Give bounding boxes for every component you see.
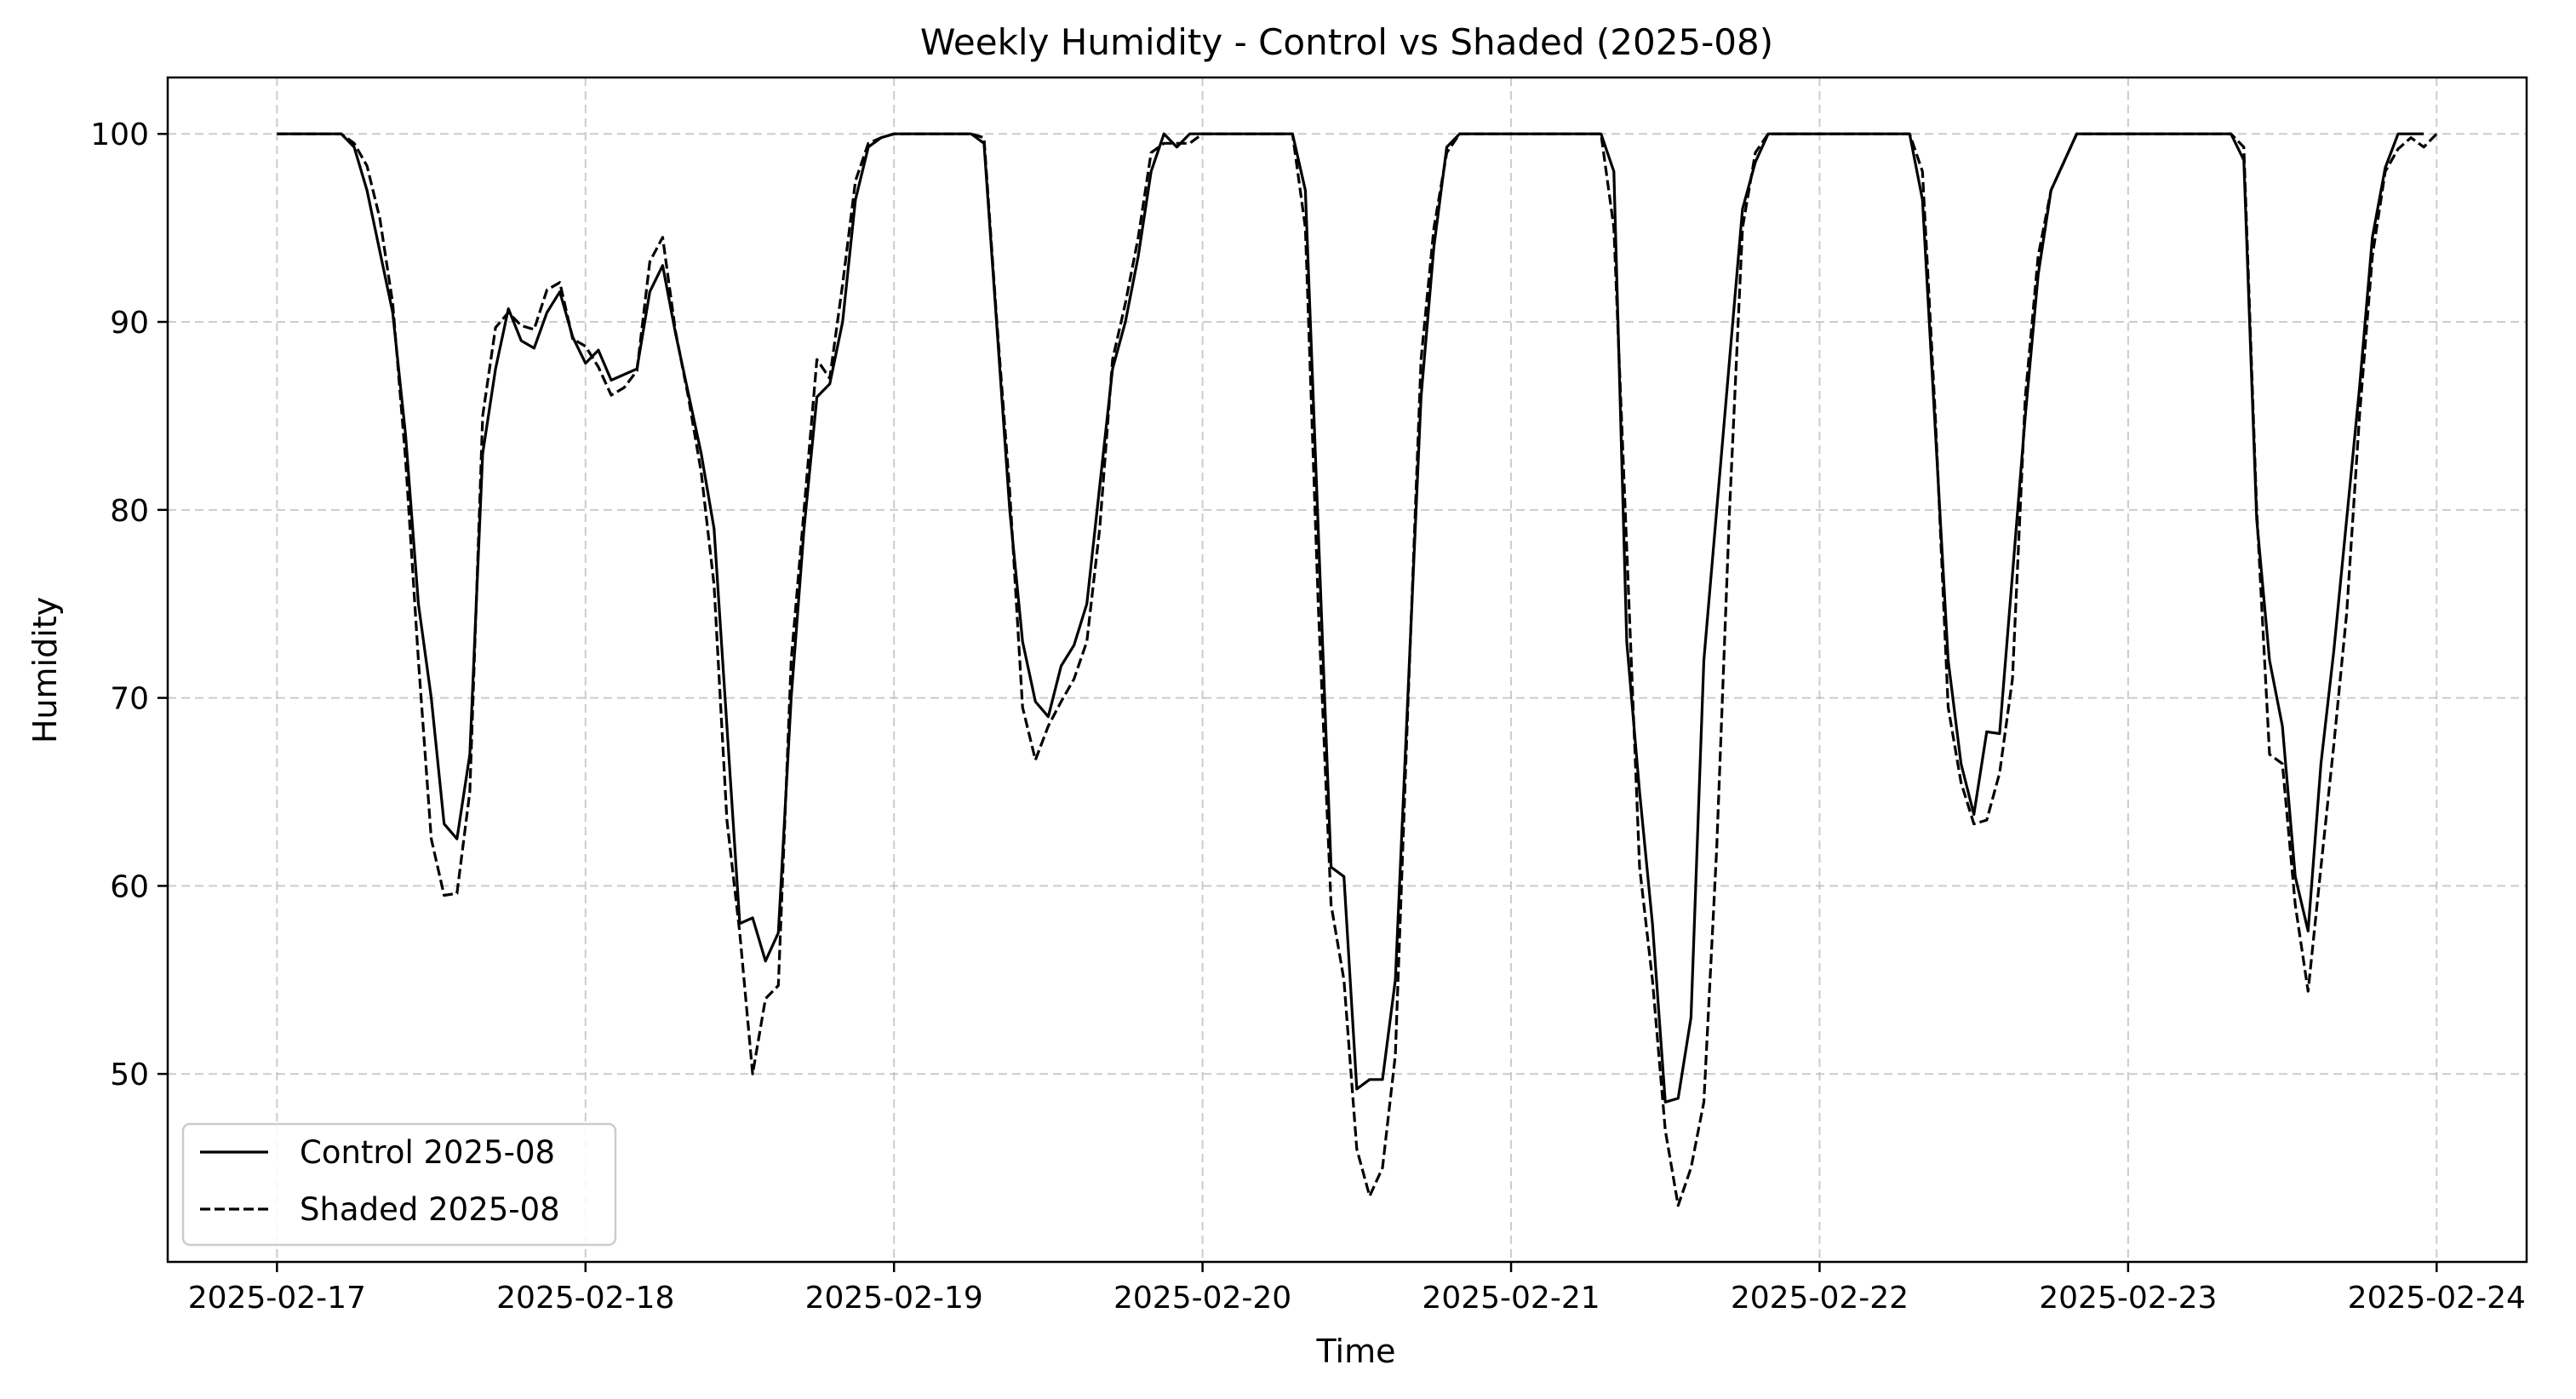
chart-title: Weekly Humidity - Control vs Shaded (202… <box>920 21 1773 63</box>
x-tick-label: 2025-02-24 <box>2348 1281 2526 1316</box>
x-tick-label: 2025-02-17 <box>188 1281 366 1316</box>
x-tick-label: 2025-02-20 <box>1113 1281 1291 1316</box>
x-tick-label: 2025-02-23 <box>2039 1281 2217 1316</box>
legend: Control 2025-08 Shaded 2025-08 <box>181 1122 617 1247</box>
grid-lines <box>168 77 2527 1262</box>
x-axis-label: Time <box>1316 1333 1396 1370</box>
plot-area-frame <box>166 76 2528 1264</box>
x-tick-label: 2025-02-22 <box>1731 1281 1909 1316</box>
legend-box <box>181 1122 617 1247</box>
y-axis-label: Humidity <box>26 597 64 743</box>
y-tick-label: 60 <box>110 869 149 904</box>
y-tick-label: 90 <box>110 306 149 341</box>
series-line-shaded <box>277 132 2438 1207</box>
x-tick-label: 2025-02-19 <box>805 1281 983 1316</box>
series-lines <box>277 132 2438 1207</box>
axis-ticks: 50 60 70 80 90 100 2025-02-17 2025-02-18 2025-02… <box>90 118 2526 1316</box>
x-tick-label: 2025-02-21 <box>1422 1281 1600 1316</box>
legend-label-shaded: Shaded 2025-08 <box>300 1191 560 1228</box>
legend-label-control: Control 2025-08 <box>300 1134 555 1171</box>
x-tick-label: 2025-02-18 <box>496 1281 674 1316</box>
y-tick-label: 50 <box>110 1058 149 1092</box>
y-tick-label: 80 <box>110 494 149 529</box>
y-tick-label: 70 <box>110 682 149 717</box>
y-tick-label: 100 <box>90 118 149 152</box>
